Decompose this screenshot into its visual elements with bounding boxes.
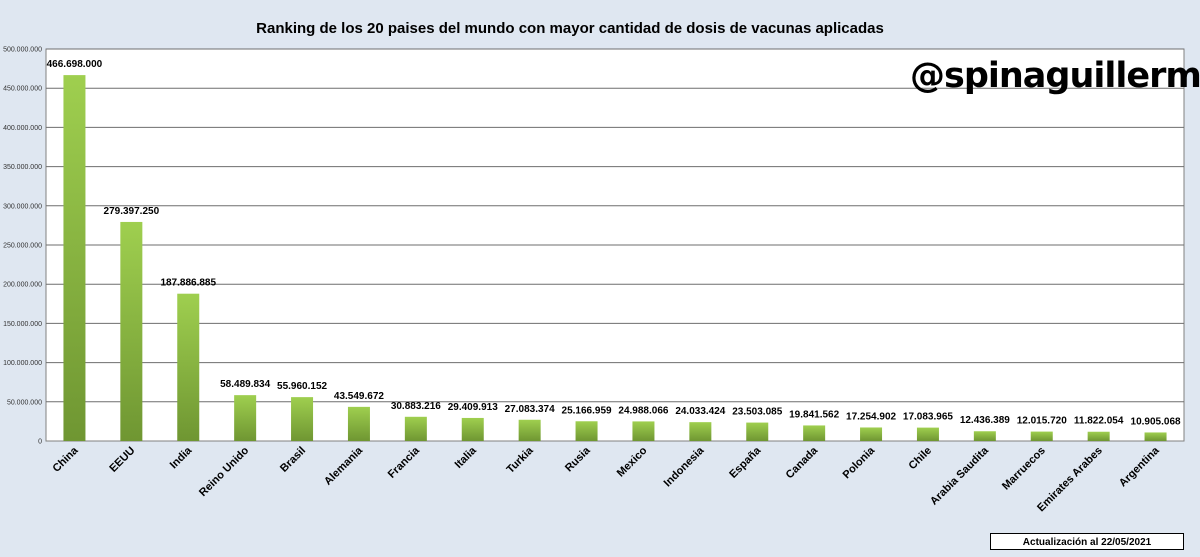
bar [632,421,655,441]
data-label: 17.254.902 [846,411,896,422]
data-label: 43.549.672 [334,391,384,402]
y-tick-label: 50.000.000 [7,399,42,406]
x-tick-label: Mexico [615,444,650,479]
bar [518,419,541,441]
bar [120,221,143,441]
y-tick-label: 200.000.000 [3,282,42,289]
bar [689,422,712,441]
bar [575,421,598,441]
data-label: 55.960.152 [277,381,327,392]
bar [1144,432,1167,441]
x-tick-label: Alemania [322,444,366,488]
chart-title: Ranking de los 20 paises del mundo con m… [256,20,884,37]
y-tick-label: 300.000.000 [3,203,42,210]
x-tick-label: India [168,444,195,471]
data-label: 19.841.562 [789,409,839,420]
bar [860,427,883,441]
bar [234,395,257,441]
data-label: 24.033.424 [675,406,725,417]
bar [461,417,484,441]
data-label: 25.166.959 [562,405,612,416]
data-label: 279.397.250 [104,206,160,217]
x-tick-label: Canada [784,444,821,481]
x-tick-label: Chile [907,445,935,473]
bar [1030,431,1053,441]
y-tick-label: 400.000.000 [3,125,42,132]
y-tick-label: 100.000.000 [3,360,42,367]
data-label: 17.083.965 [903,412,953,423]
data-label: 24.988.066 [618,405,668,416]
bar [973,431,996,441]
bar [803,425,826,441]
data-label: 23.503.085 [732,407,782,418]
update-date-label: Actualización al 22/05/2021 [990,533,1184,550]
bar [916,427,939,441]
data-label: 30.883.216 [391,401,441,412]
x-tick-label: Reino Unido [197,444,251,498]
data-label: 12.015.720 [1017,416,1067,427]
x-tick-label: Argentina [1117,444,1162,489]
bar [177,293,200,441]
data-label: 27.083.374 [505,404,555,415]
x-tick-label: Turkia [505,444,537,476]
data-label: 12.436.389 [960,415,1010,426]
y-tick-label: 350.000.000 [3,164,42,171]
x-tick-label: España [727,444,764,481]
data-label: 187.886.885 [160,278,216,289]
bar [1087,431,1110,441]
y-tick-label: 250.000.000 [3,243,42,250]
bar [404,416,427,441]
x-tick-label: Francia [386,444,423,481]
data-label: 11.822.054 [1074,416,1124,427]
data-label: 58.489.834 [220,379,270,390]
bar [347,406,370,441]
x-tick-label: Arabia Saudita [928,444,992,508]
data-label: 10.905.068 [1131,416,1181,427]
x-tick-label: Marruecos [1000,445,1048,493]
x-tick-label: Brasil [278,445,308,475]
x-tick-label: EEUU [107,445,137,475]
y-tick-label: 150.000.000 [3,321,42,328]
watermark-handle: @spinaguillermo [910,56,1200,96]
x-tick-label: China [50,444,81,475]
data-label: 29.409.913 [448,402,498,413]
x-tick-label: Indonesia [662,444,707,489]
y-tick-label: 0 [38,439,42,446]
y-tick-label: 500.000.000 [3,47,42,54]
x-tick-label: Italia [453,444,480,471]
bar [63,75,86,441]
bar [291,397,314,441]
x-tick-label: Rusia [563,444,593,474]
bar [746,422,769,441]
data-label: 466.698.000 [47,59,103,70]
x-tick-label: Polonia [841,444,878,481]
y-tick-label: 450.000.000 [3,86,42,93]
